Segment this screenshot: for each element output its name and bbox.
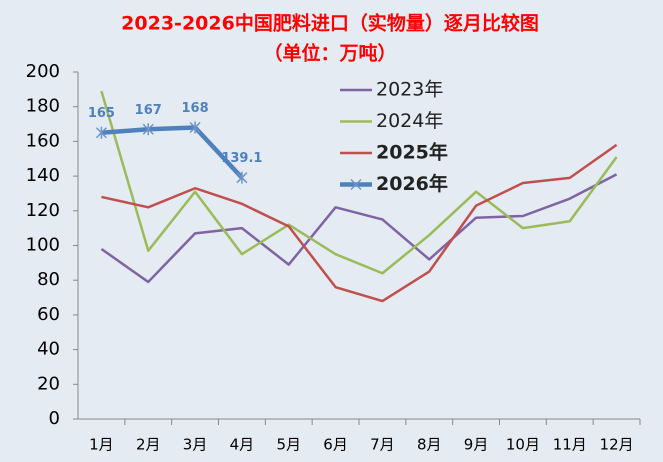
y-tick-label: 160 (26, 130, 60, 151)
data-label: 168 (182, 101, 209, 116)
y-tick-label: 40 (37, 339, 60, 360)
y-tick-label: 120 (26, 200, 60, 221)
point-marker (142, 123, 154, 136)
series-line (101, 143, 618, 303)
y-tick-label: 200 (26, 61, 60, 82)
data-label: 165 (88, 106, 115, 121)
point-marker (189, 121, 201, 134)
series-line (100, 173, 618, 284)
x-tick-label: 5月 (276, 436, 301, 454)
data-label: 167 (135, 103, 162, 118)
point-marker (95, 126, 107, 139)
x-tick-label: 6月 (323, 436, 348, 454)
chart-subtitle: （单位：万吨） (263, 42, 396, 65)
x-tick-label: 7月 (370, 436, 395, 454)
y-tick-label: 140 (26, 165, 60, 186)
x-tick-label: 10月 (506, 436, 540, 454)
x-tick-label: 8月 (417, 436, 442, 454)
legend-marker (350, 178, 362, 191)
y-tick-label: 80 (37, 269, 60, 290)
series-line (100, 90, 618, 275)
legend-label: 2025年 (376, 141, 448, 164)
chart-title: 2023-2026中国肥料进口（实物量）逐月比较图 (121, 12, 539, 35)
y-tick-label: 180 (26, 96, 60, 117)
x-tick-label: 9月 (464, 436, 489, 454)
legend-label: 2026年 (376, 172, 448, 195)
data-label: 139.1 (221, 151, 262, 166)
point-marker (236, 171, 248, 184)
y-tick-label: 100 (26, 235, 60, 256)
x-tick-label: 3月 (183, 436, 208, 454)
y-tick-label: 0 (49, 408, 60, 429)
x-tick-label: 1月 (89, 436, 114, 454)
y-tick-label: 60 (37, 304, 60, 325)
x-tick-label: 4月 (230, 436, 255, 454)
series-line (101, 125, 244, 180)
x-tick-label: 12月 (600, 436, 634, 454)
x-tick-label: 11月 (553, 436, 587, 454)
legend-label: 2024年 (376, 110, 443, 132)
y-tick-label: 20 (37, 373, 60, 394)
x-tick-label: 2月 (136, 436, 161, 454)
legend-label: 2023年 (376, 79, 443, 101)
